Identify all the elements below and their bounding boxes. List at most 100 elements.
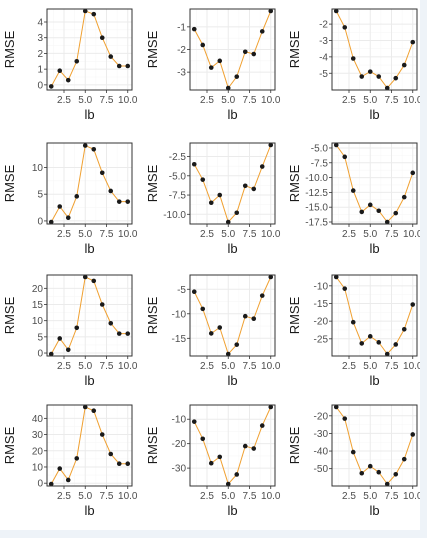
x-tick-label: 5.0 bbox=[78, 229, 92, 240]
y-tick-label: 5 bbox=[37, 190, 43, 201]
y-tick-label: -4 bbox=[319, 52, 328, 63]
data-point bbox=[333, 142, 339, 148]
x-tick-label: 7.5 bbox=[243, 229, 257, 240]
y-axis-title: RMSE bbox=[2, 426, 17, 464]
y-tick-label: 20 bbox=[32, 446, 44, 457]
data-point bbox=[242, 443, 248, 449]
facet-panel: -10.0 -7.5 -5.0 -2.5 2.5 5.0 7.5 10.0 lb RMSE bbox=[145, 142, 281, 256]
data-point bbox=[367, 463, 373, 469]
panel-border bbox=[189, 404, 276, 487]
data-point bbox=[234, 210, 240, 216]
data-point bbox=[48, 351, 54, 357]
data-point bbox=[91, 278, 97, 284]
y-tick-label: 0 bbox=[37, 349, 43, 360]
data-point bbox=[242, 313, 248, 319]
data-point bbox=[367, 202, 373, 208]
y-tick-label: 0 bbox=[37, 216, 43, 227]
y-tick-label: -7.5 bbox=[169, 191, 187, 202]
x-tick-label: 5.0 bbox=[221, 95, 235, 106]
data-point bbox=[410, 432, 416, 437]
data-point bbox=[48, 481, 54, 487]
y-tick-label: 10 bbox=[32, 462, 44, 473]
data-point bbox=[410, 170, 416, 176]
data-point bbox=[410, 302, 416, 307]
data-point bbox=[359, 209, 365, 215]
x-tick-label: 7.5 bbox=[243, 491, 257, 502]
x-tick-label: 10.0 bbox=[118, 229, 138, 240]
data-point bbox=[384, 481, 390, 487]
data-point bbox=[65, 215, 71, 221]
y-tick-label: -30 bbox=[314, 429, 329, 440]
data-point bbox=[359, 470, 365, 476]
y-tick-label: -5 bbox=[319, 69, 328, 80]
data-point bbox=[208, 200, 214, 206]
data-point bbox=[259, 293, 265, 298]
x-tick-label: 7.5 bbox=[100, 491, 114, 502]
y-tick-label: 5 bbox=[37, 332, 43, 343]
x-tick-label: 2.5 bbox=[57, 361, 71, 372]
x-tick-label: 7.5 bbox=[385, 491, 399, 502]
y-tick-label: 2 bbox=[37, 49, 43, 60]
y-tick-label: 10 bbox=[32, 163, 44, 174]
x-tick-label: 5.0 bbox=[221, 361, 235, 372]
x-tick-label: 2.5 bbox=[200, 361, 214, 372]
data-point bbox=[234, 472, 240, 477]
data-point bbox=[91, 146, 97, 152]
panel-border bbox=[331, 404, 418, 487]
x-axis-title: lb bbox=[369, 241, 379, 256]
data-point bbox=[384, 351, 390, 357]
facet-panel: -30 -20 -10 2.5 5.0 7.5 10.0 lb RMSE bbox=[145, 404, 281, 518]
data-point bbox=[376, 469, 382, 475]
facet-panel: -3 -2 -1 2.5 5.0 7.5 10.0 lb RMSE bbox=[145, 8, 281, 122]
y-tick-label: -5 bbox=[177, 285, 186, 296]
y-tick-label: -15 bbox=[314, 299, 329, 310]
rmse-line bbox=[335, 144, 414, 223]
y-tick-label: 15 bbox=[32, 300, 44, 311]
rmse-line bbox=[193, 406, 272, 485]
rmse-line bbox=[335, 10, 414, 89]
x-tick-label: 7.5 bbox=[385, 95, 399, 106]
facet-panel: 0 1 2 3 4 2.5 5.0 7.5 10.0 lb RMSE bbox=[2, 8, 138, 122]
y-tick-label: -5.0 bbox=[169, 171, 187, 182]
data-point bbox=[82, 143, 88, 148]
x-tick-label: 7.5 bbox=[385, 229, 399, 240]
data-point bbox=[208, 65, 214, 70]
data-point bbox=[125, 331, 131, 336]
data-point bbox=[200, 436, 206, 442]
panel-background bbox=[47, 275, 132, 356]
data-point bbox=[401, 62, 407, 68]
data-point bbox=[99, 302, 105, 307]
y-tick-label: 0 bbox=[37, 479, 43, 490]
y-tick-label: -1 bbox=[177, 22, 186, 33]
data-point bbox=[342, 416, 348, 421]
data-point bbox=[251, 446, 257, 451]
y-axis-title: RMSE bbox=[287, 164, 302, 202]
x-axis-title: lb bbox=[227, 503, 237, 518]
data-point bbox=[74, 194, 80, 199]
data-point bbox=[116, 331, 122, 336]
data-point bbox=[208, 331, 214, 336]
y-tick-label: -2 bbox=[177, 45, 186, 56]
data-point bbox=[125, 461, 131, 467]
x-tick-label: 2.5 bbox=[57, 95, 71, 106]
data-point bbox=[74, 325, 80, 331]
data-point bbox=[234, 342, 240, 347]
y-axis-title: RMSE bbox=[287, 296, 302, 334]
data-point bbox=[108, 451, 114, 457]
data-point bbox=[225, 351, 231, 357]
data-point bbox=[401, 326, 407, 332]
chart-grid: 0 1 2 3 4 2.5 5.0 7.5 10.0 lb RMSE -3 -2 -1 2.5 5.0 7.5 1… bbox=[2, 8, 423, 518]
x-axis-title: lb bbox=[227, 107, 237, 122]
data-point bbox=[74, 456, 80, 461]
data-point bbox=[108, 54, 114, 59]
data-point bbox=[384, 219, 390, 225]
x-tick-label: 10.0 bbox=[261, 361, 281, 372]
x-tick-label: 7.5 bbox=[100, 229, 114, 240]
x-axis-title: lb bbox=[84, 107, 94, 122]
data-point bbox=[401, 194, 407, 200]
data-point bbox=[350, 56, 356, 61]
y-axis-title: RMSE bbox=[145, 426, 160, 464]
data-point bbox=[268, 274, 274, 280]
y-tick-label: 4 bbox=[37, 18, 43, 29]
